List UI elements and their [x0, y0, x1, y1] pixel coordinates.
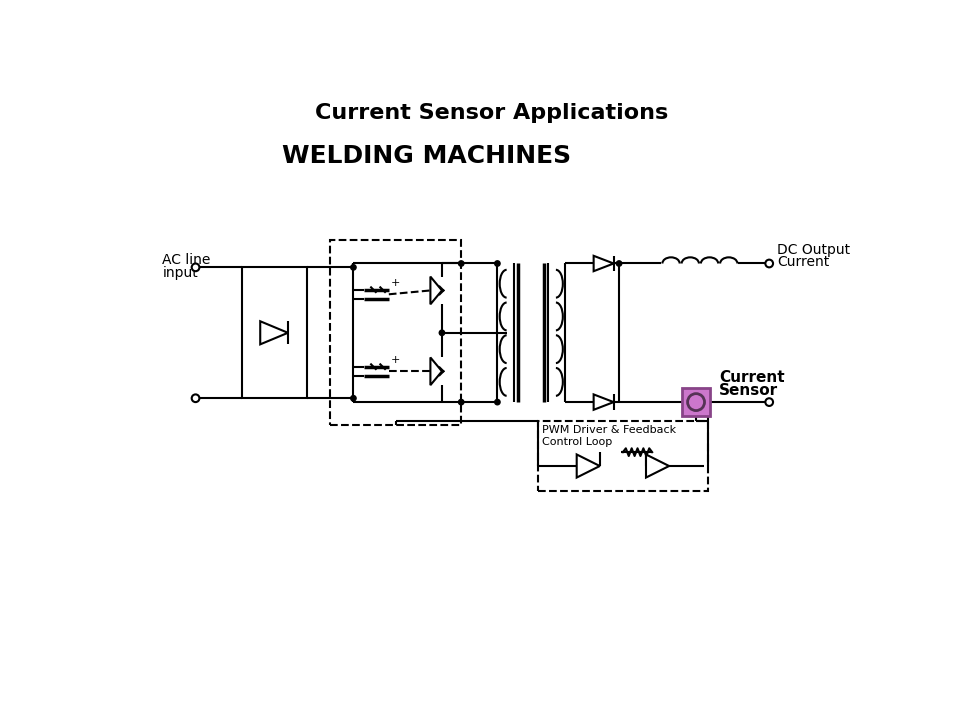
Circle shape: [459, 400, 464, 405]
Polygon shape: [430, 357, 442, 385]
Circle shape: [192, 395, 200, 402]
Bar: [683, 388, 709, 416]
Text: WELDING MACHINES: WELDING MACHINES: [282, 144, 571, 168]
Polygon shape: [430, 276, 442, 305]
Circle shape: [192, 264, 200, 271]
Circle shape: [494, 261, 500, 266]
Text: Current: Current: [719, 370, 784, 385]
Text: input: input: [162, 266, 198, 280]
Bar: [539, 421, 708, 490]
Circle shape: [765, 398, 773, 406]
Text: +: +: [391, 278, 400, 288]
Text: PWM Driver & Feedback: PWM Driver & Feedback: [542, 426, 676, 435]
Circle shape: [459, 261, 464, 266]
Polygon shape: [577, 454, 600, 477]
Text: +: +: [391, 355, 400, 365]
Polygon shape: [646, 454, 669, 477]
Circle shape: [494, 400, 500, 405]
Circle shape: [440, 330, 444, 336]
Circle shape: [616, 261, 622, 266]
Text: Current: Current: [777, 255, 829, 269]
Circle shape: [350, 395, 356, 401]
Circle shape: [350, 265, 356, 270]
Polygon shape: [593, 395, 613, 410]
Circle shape: [765, 260, 773, 267]
Polygon shape: [593, 256, 613, 271]
Text: DC Output: DC Output: [777, 243, 850, 256]
Bar: [330, 240, 461, 426]
Text: Sensor: Sensor: [719, 383, 779, 398]
Text: Current Sensor Applications: Current Sensor Applications: [316, 104, 668, 123]
Text: AC line: AC line: [162, 253, 211, 266]
Text: Control Loop: Control Loop: [542, 437, 612, 446]
Bar: [242, 267, 307, 398]
Polygon shape: [260, 321, 288, 344]
